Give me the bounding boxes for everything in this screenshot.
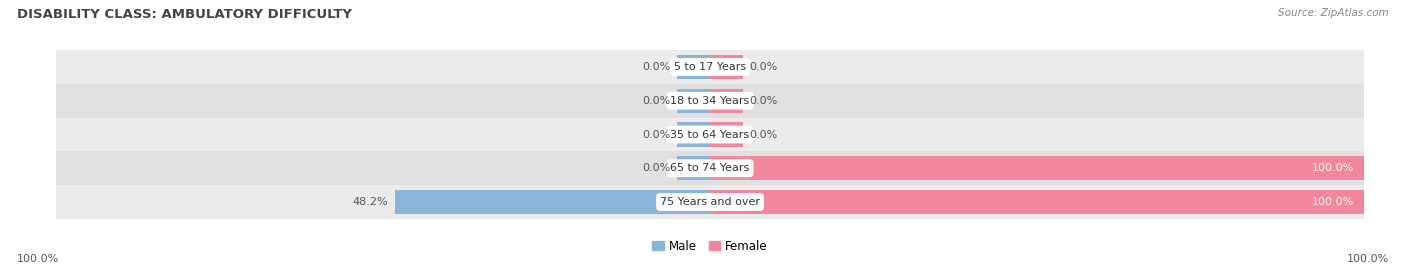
Text: 65 to 74 Years: 65 to 74 Years [671,163,749,173]
Text: 75 Years and over: 75 Years and over [659,197,761,207]
Text: 0.0%: 0.0% [643,129,671,140]
Text: 0.0%: 0.0% [643,96,671,106]
Text: Source: ZipAtlas.com: Source: ZipAtlas.com [1278,8,1389,18]
Text: 0.0%: 0.0% [749,62,778,72]
Bar [56,118,1364,151]
Text: 0.0%: 0.0% [749,129,778,140]
Bar [56,50,1364,84]
Bar [56,185,1364,219]
Bar [678,89,710,113]
Text: 48.2%: 48.2% [353,197,388,207]
Bar [710,89,742,113]
Legend: Male, Female: Male, Female [652,240,768,253]
Bar [56,84,1364,118]
Bar [710,122,742,147]
Text: 0.0%: 0.0% [643,163,671,173]
Text: 35 to 64 Years: 35 to 64 Years [671,129,749,140]
Text: 5 to 17 Years: 5 to 17 Years [673,62,747,72]
Text: 100.0%: 100.0% [1312,163,1354,173]
Bar [56,151,1364,185]
Text: 100.0%: 100.0% [1347,254,1389,264]
Bar [710,156,1364,180]
Bar [710,55,742,79]
Text: 100.0%: 100.0% [17,254,59,264]
Bar [678,122,710,147]
Bar [710,190,1364,214]
Text: 18 to 34 Years: 18 to 34 Years [671,96,749,106]
Text: DISABILITY CLASS: AMBULATORY DIFFICULTY: DISABILITY CLASS: AMBULATORY DIFFICULTY [17,8,352,21]
Text: 0.0%: 0.0% [643,62,671,72]
Bar [395,190,710,214]
Text: 0.0%: 0.0% [749,96,778,106]
Bar [678,156,710,180]
Text: 100.0%: 100.0% [1312,197,1354,207]
Bar [678,55,710,79]
